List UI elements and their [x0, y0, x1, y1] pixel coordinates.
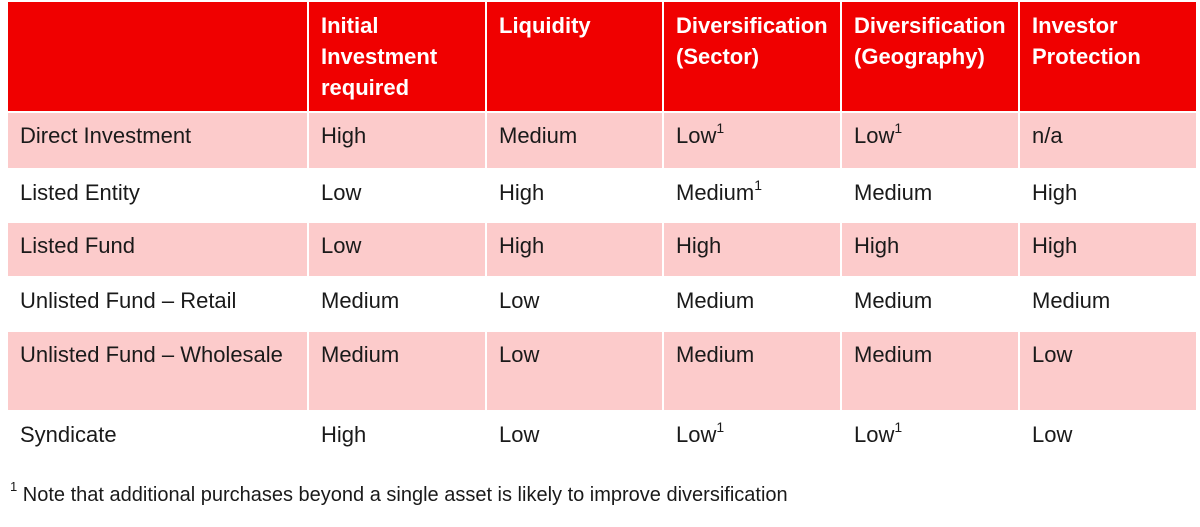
cell-text: Medium [676, 180, 755, 205]
table-row: Unlisted Fund – Retail Medium Low Medium Med… [6, 276, 1198, 332]
table-cell: High [840, 221, 1020, 278]
table-cell: Low1 [840, 410, 1020, 463]
table-cell: Low1 [662, 410, 842, 463]
footnote-marker: 1 [894, 418, 903, 435]
table-cell: Low [485, 330, 664, 412]
table-body: Direct Investment High Medium Low1 Low1 n/a Li… [6, 111, 1198, 463]
table-row: Syndicate High Low Low1 Low1 Low [6, 410, 1198, 463]
table-cell: Low [307, 168, 487, 223]
row-label: Syndicate [6, 410, 309, 463]
footnote-marker: 1 [716, 418, 725, 435]
cell-text: Low [676, 422, 717, 447]
table-cell: Low [307, 221, 487, 278]
header-cell: Diversification (Geography) [840, 0, 1020, 113]
header-cell: Investor Protection [1018, 0, 1198, 113]
table-cell: Medium [662, 276, 842, 332]
header-row: Initial Investment required Liquidity Dive… [6, 0, 1198, 113]
header-cell: Diversification (Sector) [662, 0, 842, 113]
table-row: Direct Investment High Medium Low1 Low1 n/a [6, 111, 1198, 170]
footnote-marker: 1 [894, 119, 903, 136]
row-label: Listed Entity [6, 168, 309, 223]
table-cell: Medium [662, 330, 842, 412]
table-cell: High [307, 410, 487, 463]
table-cell: Low [485, 276, 664, 332]
cell-text: Low [676, 123, 717, 148]
table-row: Listed Fund Low High High High High [6, 221, 1198, 278]
header-cell [6, 0, 309, 113]
table-cell: High [662, 221, 842, 278]
cell-text: Low [854, 422, 895, 447]
table-cell: Medium [307, 276, 487, 332]
row-label: Direct Investment [6, 111, 309, 170]
table-cell: High [1018, 221, 1198, 278]
table-row: Listed Entity Low High Medium1 Medium High [6, 168, 1198, 223]
table-cell: High [307, 111, 487, 170]
table-row: Unlisted Fund – Wholesale Medium Low Medium… [6, 330, 1198, 412]
cell-text: Low [854, 123, 895, 148]
table-cell: Low1 [662, 111, 842, 170]
row-label: Listed Fund [6, 221, 309, 278]
table-cell: Medium [840, 276, 1020, 332]
comparison-table: Initial Investment required Liquidity Dive… [6, 0, 1198, 463]
table-cell: Medium [1018, 276, 1198, 332]
table-cell: Low [1018, 330, 1198, 412]
footnote-text: Note that additional purchases beyond a … [22, 484, 788, 506]
table-cell: High [1018, 168, 1198, 223]
footnote-marker: 1 [10, 479, 18, 495]
table-cell: High [485, 221, 664, 278]
header-cell: Liquidity [485, 0, 664, 113]
table-cell: Low [485, 410, 664, 463]
row-label: Unlisted Fund – Retail [6, 276, 309, 332]
table-cell: Medium [307, 330, 487, 412]
table-cell: Medium1 [662, 168, 842, 223]
table-cell: Medium [840, 330, 1020, 412]
table-cell: n/a [1018, 111, 1198, 170]
table-cell: Low1 [840, 111, 1020, 170]
footnote-marker: 1 [716, 119, 725, 136]
footnote-marker: 1 [754, 176, 763, 193]
footnote: 1 Note that additional purchases beyond … [10, 480, 788, 507]
table-cell: Medium [485, 111, 664, 170]
table-cell: Medium [840, 168, 1020, 223]
table-cell: High [485, 168, 664, 223]
row-label: Unlisted Fund – Wholesale [6, 330, 309, 412]
header-cell: Initial Investment required [307, 0, 487, 113]
table-cell: Low [1018, 410, 1198, 463]
